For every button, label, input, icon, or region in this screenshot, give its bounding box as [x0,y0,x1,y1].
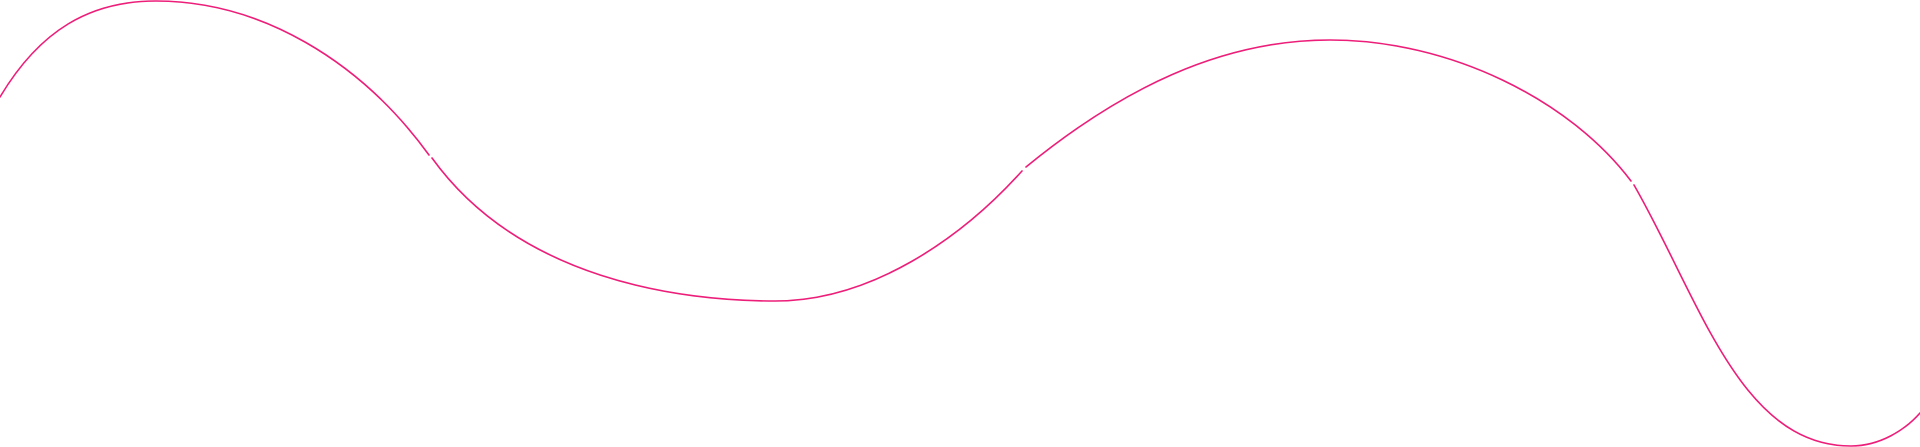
wave-segment-1 [0,0,430,156]
wave-segment-3 [1025,39,1632,182]
wave-segment-2 [431,157,1023,302]
wave-segment-4 [1633,184,1920,447]
